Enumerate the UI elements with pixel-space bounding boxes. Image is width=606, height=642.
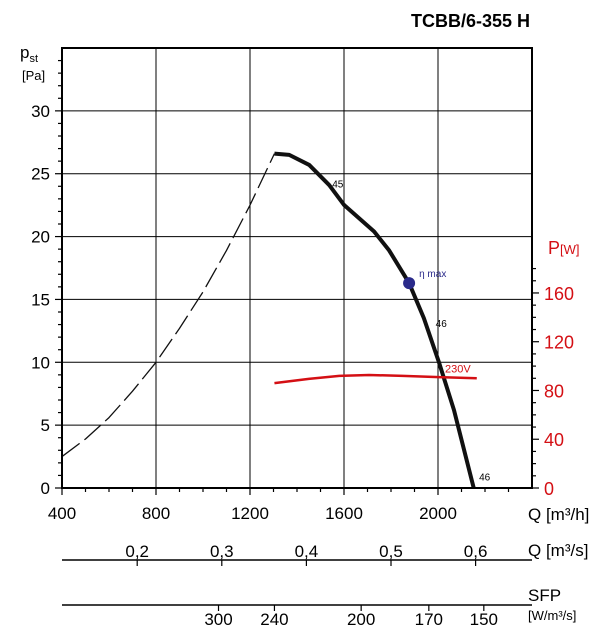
eta-max-point <box>403 277 416 290</box>
x-axis-label: Q [m³/h] <box>528 505 589 524</box>
q-m3s-tick-label: 0,4 <box>295 542 319 561</box>
q-m3s-axis-label: Q [m³/s] <box>528 541 588 560</box>
q-m3s-tick-label: 0,6 <box>464 542 488 561</box>
x-tick-label: 800 <box>142 504 170 523</box>
sfp-tick-label: 200 <box>347 610 375 629</box>
y2-axis-label: P[W] <box>548 238 580 258</box>
fan-curve-line <box>274 151 476 489</box>
y-tick-label: 30 <box>31 102 50 121</box>
q-m3s-tick-label: 0,5 <box>379 542 403 561</box>
y-axis-label: pst <box>20 43 38 65</box>
grid <box>61 48 532 489</box>
y2-tick-label: 120 <box>544 333 574 353</box>
y-tick-label: 5 <box>41 416 50 435</box>
y2-tick-label: 160 <box>544 284 574 304</box>
sfp-axis-label: SFP <box>528 586 561 605</box>
axes-layer: 400 800 1200 1600 20000510152025300408012016… <box>31 47 574 629</box>
x-tick-label: 2000 <box>419 504 457 523</box>
q-m3s-tick-label: 0,2 <box>125 542 149 561</box>
power-line <box>274 373 477 385</box>
chart-title: TCBB/6-355 H <box>411 11 530 31</box>
curve-annotation: 230V <box>445 363 471 375</box>
x-tick-label: 1200 <box>231 504 269 523</box>
y2-tick-label: 40 <box>544 430 564 450</box>
sfp-tick-label: 240 <box>260 610 288 629</box>
x-tick-label: 1600 <box>325 504 363 523</box>
sfp-tick-label: 150 <box>470 610 498 629</box>
x-tick-label: 400 <box>48 504 76 523</box>
q-m3s-tick-label: 0,3 <box>210 542 234 561</box>
eta-max-label: η max <box>419 269 446 280</box>
curve-annotation: 45 <box>332 180 344 191</box>
y2-tick-label: 0 <box>544 479 554 499</box>
series-layer: η max 45 46 46 230V <box>61 151 491 489</box>
y-tick-label: 20 <box>31 228 50 247</box>
curve-annotation: 46 <box>436 319 448 330</box>
y-tick-label: 10 <box>31 353 50 372</box>
sfp-axis-unit: [W/m³/s] <box>528 608 576 623</box>
y-tick-label: 0 <box>41 479 50 498</box>
system-curve-dashed-line <box>61 153 276 458</box>
y-axis-unit: [Pa] <box>22 68 45 83</box>
y-tick-label: 25 <box>31 165 50 184</box>
y2-tick-label: 80 <box>544 381 564 401</box>
curve-annotation: 46 <box>479 472 491 483</box>
sfp-tick-label: 300 <box>204 610 232 629</box>
plot-frame <box>61 47 533 489</box>
sfp-tick-label: 170 <box>415 610 443 629</box>
y-tick-label: 15 <box>31 290 50 309</box>
